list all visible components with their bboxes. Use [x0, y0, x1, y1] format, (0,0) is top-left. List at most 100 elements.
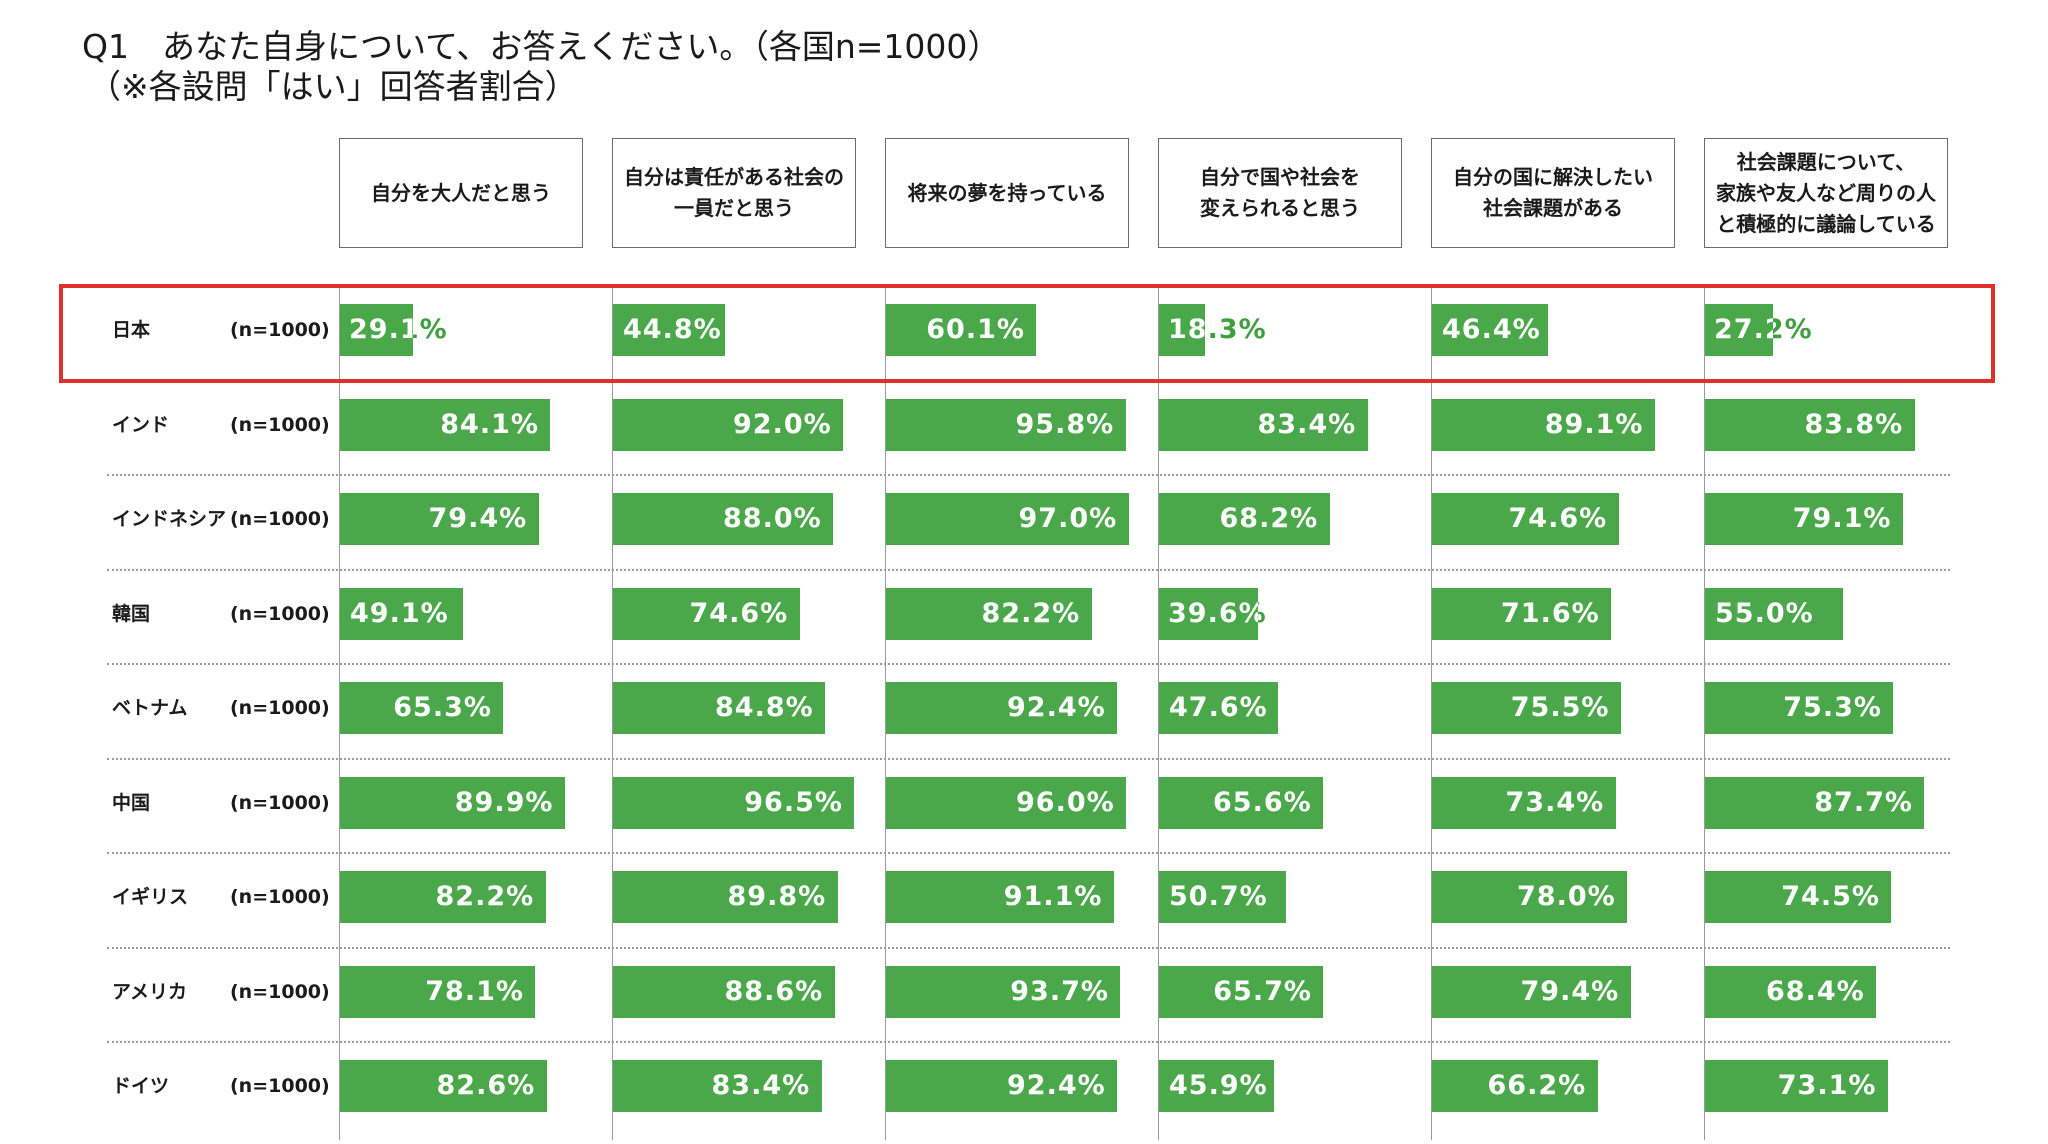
bar	[1705, 777, 1925, 829]
row-label-country: ベトナム	[112, 697, 188, 719]
data-label: 78.1%	[425, 976, 524, 1007]
data-label: 97.0%	[1018, 503, 1118, 534]
row-divider	[107, 663, 1950, 665]
bar	[613, 966, 835, 1018]
bar	[340, 966, 536, 1018]
column-divider	[1704, 285, 1705, 1140]
bar	[886, 493, 1129, 545]
bar	[886, 682, 1117, 734]
row-divider	[107, 1041, 1950, 1043]
data-label: 92.0%	[733, 409, 832, 440]
bar	[1432, 966, 1631, 1018]
bar	[886, 871, 1114, 923]
data-label: 46.4%	[1442, 314, 1541, 345]
bar	[886, 588, 1092, 640]
bar	[1432, 493, 1619, 545]
data-label: 50.7%	[1169, 881, 1268, 912]
bar	[886, 399, 1126, 451]
column-divider	[339, 285, 340, 1140]
data-label: 68.2%	[1219, 503, 1319, 534]
row-label-country: インドネシア	[112, 508, 227, 530]
bar	[613, 493, 833, 545]
data-label: 82.2%	[981, 598, 1081, 629]
data-label: 78.0%	[1517, 881, 1616, 912]
bar	[1159, 966, 1324, 1018]
bar	[1432, 588, 1611, 640]
row-label-country: 韓国	[112, 603, 151, 625]
bar	[1159, 1060, 1274, 1112]
chart-subtitle: （※各設問「はい」回答者割合）	[88, 67, 578, 106]
bar	[340, 493, 539, 545]
bar	[613, 682, 825, 734]
bar	[613, 1060, 822, 1112]
data-label: 83.8%	[1804, 409, 1904, 440]
data-label: 27.2%	[1714, 304, 1813, 356]
column-header-4: 自分で国や社会を 変えられると思う	[1158, 138, 1402, 248]
bar	[1159, 304, 1205, 356]
data-label: 91.1%	[1003, 881, 1103, 912]
bar	[886, 777, 1126, 829]
row-label-sample-size: (n=1000)	[230, 981, 330, 1003]
data-label: 93.7%	[1010, 976, 1109, 1007]
bar	[886, 304, 1037, 356]
bar	[1159, 777, 1323, 829]
data-label: 66.2%	[1487, 1070, 1587, 1101]
row-label-sample-size: (n=1000)	[230, 508, 330, 530]
bar	[1159, 871, 1286, 923]
data-label: 73.4%	[1505, 787, 1605, 818]
data-label: 92.4%	[1007, 1070, 1106, 1101]
data-label: 39.6%	[1168, 588, 1267, 640]
row-label-country: 中国	[112, 792, 151, 814]
data-label: 75.3%	[1783, 692, 1882, 723]
data-label: 92.4%	[1007, 692, 1106, 723]
row-label-sample-size: (n=1000)	[230, 414, 330, 436]
bar	[1705, 966, 1876, 1018]
column-divider	[885, 285, 886, 1140]
data-label: 55.0%	[1715, 598, 1814, 629]
bar	[1432, 777, 1616, 829]
data-label: 65.6%	[1213, 787, 1312, 818]
bar	[1159, 493, 1330, 545]
data-label: 95.8%	[1015, 409, 1115, 440]
bar	[340, 871, 546, 923]
row-label-sample-size: (n=1000)	[230, 603, 330, 625]
bar	[340, 399, 551, 451]
bar	[613, 871, 838, 923]
bar	[1432, 399, 1655, 451]
data-label: 88.0%	[723, 503, 822, 534]
row-label-sample-size: (n=1000)	[230, 319, 330, 341]
bar	[1705, 682, 1894, 734]
data-label: 79.4%	[1520, 976, 1620, 1007]
data-label: 83.4%	[1257, 409, 1357, 440]
data-label: 45.9%	[1169, 1070, 1268, 1101]
data-label: 74.6%	[689, 598, 789, 629]
bar	[1705, 1060, 1888, 1112]
bar	[613, 588, 800, 640]
data-label: 83.4%	[711, 1070, 811, 1101]
chart-title: Q1 あなた自身について、お答えください。（各国n=1000）	[82, 27, 1001, 66]
data-label: 74.6%	[1508, 503, 1608, 534]
bar	[1705, 493, 1903, 545]
column-header-5: 自分の国に解決したい 社会課題がある	[1431, 138, 1675, 248]
row-divider	[107, 569, 1950, 571]
bar	[1705, 871, 1892, 923]
data-label: 18.3%	[1168, 304, 1267, 356]
row-label-country: イギリス	[112, 886, 189, 908]
row-label-sample-size: (n=1000)	[230, 1075, 330, 1097]
column-divider	[612, 285, 613, 1140]
row-divider	[107, 852, 1950, 854]
bar	[340, 1060, 547, 1112]
column-header-3: 将来の夢を持っている	[885, 138, 1129, 248]
data-label: 29.1%	[349, 304, 448, 356]
column-header-1: 自分を大人だと思う	[339, 138, 583, 248]
bar	[613, 399, 843, 451]
bar	[1705, 399, 1915, 451]
bar	[1159, 588, 1258, 640]
data-label: 79.4%	[428, 503, 528, 534]
column-header-6: 社会課題について、 家族や友人など周りの人 と積極的に議論している	[1704, 138, 1948, 248]
data-label: 68.4%	[1766, 976, 1865, 1007]
row-label-sample-size: (n=1000)	[230, 697, 330, 719]
bar	[340, 304, 413, 356]
bar	[1159, 682, 1278, 734]
row-label-country: インド	[112, 414, 170, 436]
